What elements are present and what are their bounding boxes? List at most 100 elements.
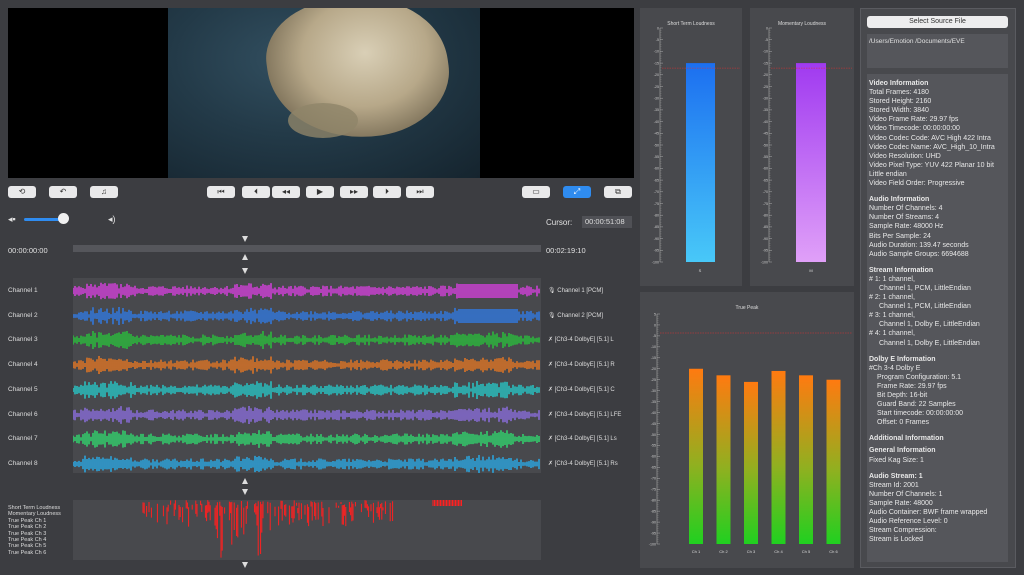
info-line: Audio Sample Groups: 6694688 bbox=[869, 250, 969, 258]
track-label-text: [Ch3-4 DolbyE] [5.1] LFE bbox=[554, 411, 622, 418]
info-line: Channel 1, PCM, LittleEndian bbox=[879, 284, 971, 292]
info-line: Stored Width: 3840 bbox=[869, 107, 929, 115]
short-term-tick: -15 bbox=[654, 61, 659, 65]
short-term-tick: -75 bbox=[654, 202, 659, 206]
loudness-history-plot bbox=[142, 500, 462, 558]
momentary-tick: -40 bbox=[763, 120, 768, 124]
frame-forward-button[interactable]: ▸▸ bbox=[340, 186, 368, 198]
volume-slider-knob[interactable] bbox=[58, 213, 69, 224]
skip-end-button[interactable]: ⏭ bbox=[406, 186, 434, 198]
true-peak-tick: -20 bbox=[651, 367, 656, 371]
track-label-text: [Ch3-4 DolbyE] [5.1] R bbox=[554, 362, 615, 369]
true-peak-tick: -15 bbox=[651, 356, 656, 360]
info-line: Frame Rate: 29.97 fps bbox=[877, 382, 947, 390]
rewind-loop-icon: ↶ bbox=[59, 187, 67, 196]
info-line: Guard Band: 22 Samples bbox=[877, 401, 956, 409]
track-label-3[interactable]: ✗ [Ch3-4 DolbyE] [5.1] L bbox=[548, 336, 614, 343]
info-line: Audio Duration: 139.47 seconds bbox=[869, 241, 969, 249]
dolby-icon: ✗ bbox=[548, 411, 555, 418]
step-forward-button[interactable]: ⏵ bbox=[373, 186, 401, 198]
volume-mute-icon[interactable]: ◂▪ bbox=[8, 214, 16, 224]
track-label-2[interactable]: 🎙 Channel 2 [PCM] bbox=[548, 312, 603, 319]
track-label-1[interactable]: 🎙 Channel 1 [PCM] bbox=[548, 287, 603, 294]
info-line: Channel 1, Dolby E, LittleEndian bbox=[879, 321, 980, 329]
fullscreen-button[interactable]: ⤢ bbox=[563, 186, 591, 198]
short-term-bar bbox=[686, 63, 715, 262]
short-term-tick: -95 bbox=[654, 249, 659, 253]
headphones-button[interactable]: ♫ bbox=[90, 186, 118, 198]
history-label-6: True Peak Ch 4 bbox=[8, 537, 47, 543]
info-heading: Dolby E Information bbox=[869, 355, 936, 363]
history-label-8: True Peak Ch 6 bbox=[8, 549, 47, 556]
info-spacer bbox=[869, 259, 1006, 263]
waveform-channel-6 bbox=[73, 405, 540, 424]
info-spacer bbox=[869, 348, 1006, 352]
info-spacer bbox=[869, 544, 1006, 548]
info-line: Number Of Channels: 1 bbox=[869, 490, 943, 498]
pip-button[interactable]: ⧉ bbox=[604, 186, 632, 198]
info-heading: Additional Information bbox=[869, 435, 944, 443]
step-back-button[interactable]: ⏴ bbox=[242, 186, 270, 198]
volume-slider-fill[interactable] bbox=[24, 218, 64, 221]
true-peak-tick: -5 bbox=[653, 334, 656, 338]
playhead-up-marker bbox=[242, 254, 248, 260]
info-line: Audio Reference Level: 0 bbox=[869, 518, 948, 526]
playhead-top-marker[interactable] bbox=[242, 236, 248, 242]
true-peak-bar-6 bbox=[826, 379, 841, 544]
film-icon: ▭ bbox=[532, 187, 540, 196]
track-label-7[interactable]: ✗ [Ch3-4 DolbyE] [5.1] Ls bbox=[548, 435, 617, 442]
momentary-tick: -20 bbox=[763, 73, 768, 77]
track-label-text: [Ch3-4 DolbyE] [5.1] L bbox=[554, 337, 614, 344]
track-label-5[interactable]: ✗ [Ch3-4 DolbyE] [5.1] C bbox=[548, 386, 615, 393]
film-button[interactable]: ▭ bbox=[522, 186, 550, 198]
waveform-channel-7 bbox=[73, 430, 540, 449]
true-peak-bar-3 bbox=[744, 381, 758, 544]
info-line: Stored Height: 2160 bbox=[869, 98, 932, 106]
skip-end-icon: ⏭ bbox=[416, 187, 424, 196]
momentary-tick: -10 bbox=[763, 50, 768, 54]
play-button[interactable]: ▶ bbox=[306, 186, 334, 198]
short-term-tick: -45 bbox=[654, 132, 659, 136]
volume-max-icon[interactable]: ◂) bbox=[108, 214, 116, 224]
true-peak-cat-label: Ch 3 bbox=[747, 549, 756, 554]
momentary-tick: -75 bbox=[763, 202, 768, 206]
channel-label-2: Channel 2 bbox=[8, 311, 38, 319]
frame-back-button[interactable]: ◂◂ bbox=[272, 186, 300, 198]
info-line: Video Resolution: UHD bbox=[869, 152, 941, 160]
info-spacer bbox=[869, 188, 1006, 192]
loop-button[interactable]: ⟲ bbox=[8, 186, 36, 198]
track-label-text: [Ch3-4 DolbyE] [5.1] C bbox=[554, 386, 615, 393]
track-label-text: [Ch3-4 DolbyE] [5.1] Ls bbox=[554, 436, 617, 443]
info-heading: General Information bbox=[869, 447, 936, 455]
select-source-file-button[interactable]: Select Source File bbox=[867, 16, 1008, 28]
island-shore-image bbox=[288, 103, 358, 138]
video-viewer[interactable] bbox=[8, 8, 634, 178]
momentary-tick: -100 bbox=[761, 260, 768, 264]
short-term-tick: 0 bbox=[657, 26, 659, 30]
info-line: # 4: 1 channel, bbox=[869, 330, 915, 338]
info-heading: Audio Stream: 1 bbox=[869, 472, 923, 480]
info-line: Little endian bbox=[869, 170, 907, 178]
momentary-tick: -65 bbox=[763, 178, 768, 182]
info-line: Channel 1, Dolby E, LittleEndian bbox=[879, 339, 980, 347]
true-peak-cat-label: Ch 5 bbox=[802, 549, 811, 554]
loop-icon: ⟲ bbox=[18, 187, 26, 196]
track-label-4[interactable]: ✗ [Ch3-4 DolbyE] [5.1] R bbox=[548, 361, 615, 368]
channel-label-5: Channel 5 bbox=[8, 385, 38, 393]
history-label-4: True Peak Ch 2 bbox=[8, 524, 47, 531]
waveform-panel[interactable] bbox=[73, 278, 541, 473]
track-label-6[interactable]: ✗ [Ch3-4 DolbyE] [5.1] LFE bbox=[548, 411, 621, 418]
track-label-8[interactable]: ✗ [Ch3-4 DolbyE] [5.1] Rs bbox=[548, 460, 618, 467]
momentary-tick: -60 bbox=[763, 167, 768, 171]
dolby-icon: ✗ bbox=[548, 460, 555, 467]
momentary-tick: -30 bbox=[763, 97, 768, 101]
channel-label-1: Channel 1 bbox=[8, 287, 38, 294]
true-peak-bar-5 bbox=[799, 375, 813, 544]
timeline-scrubber[interactable] bbox=[73, 245, 541, 252]
short-term-tick: -100 bbox=[652, 260, 659, 264]
skip-start-button[interactable]: ⏮ bbox=[207, 186, 235, 198]
step-back-icon: ⏴ bbox=[254, 187, 258, 196]
cursor-timecode-field[interactable]: 00:00:51:08 bbox=[582, 216, 632, 228]
rewind-loop-button[interactable]: ↶ bbox=[49, 186, 77, 198]
end-timecode: 00:02:19:10 bbox=[546, 246, 586, 255]
